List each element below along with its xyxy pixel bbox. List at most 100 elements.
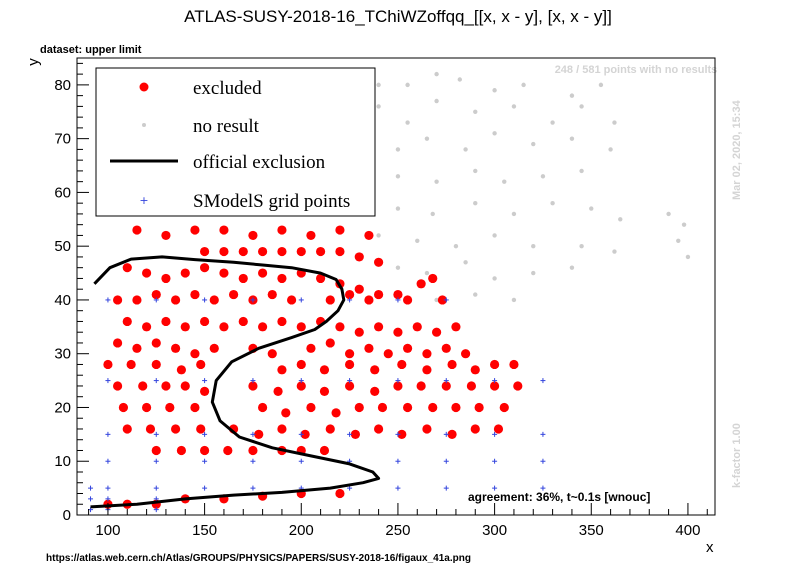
excluded-point [513,381,523,391]
axes: 100 150 200 250 300 350 400 0 10 20 30 40 50 60 70 80 [54,57,716,539]
excluded-point [223,445,233,456]
no-result-point [511,297,517,303]
no-result-point [473,292,478,297]
no-result-point [405,120,410,125]
no-result-point [579,104,584,109]
no-result-point [405,82,410,88]
excluded-point [277,273,287,284]
grid-point-cross [298,458,304,464]
excluded-point [345,349,355,359]
excluded-point [200,246,210,257]
grid-point-cross [250,485,256,491]
excluded-point [126,359,136,370]
x-tick-label: 250 [385,522,410,539]
excluded-point [196,359,206,370]
excluded-point [345,359,355,370]
excluded-point [374,257,384,267]
excluded-point [422,349,432,359]
no-result-point [376,82,381,88]
no-result-point [492,131,497,136]
x-axis-label: x [706,539,714,556]
no-result-point [376,104,381,109]
excluded-point [325,424,335,434]
excluded-point [345,381,355,391]
y-tick-label: 0 [63,507,71,524]
no-result-point [598,82,604,88]
grid-point-cross [153,378,159,384]
grid-point-cross [540,378,546,384]
excluded-point [132,225,142,235]
grid-point-cross [298,378,304,384]
grid-point-cross [347,485,353,491]
excluded-point [335,322,345,332]
excluded-point [364,295,374,305]
no-result-point [453,243,459,249]
excluded-point [316,273,326,284]
excluded-point [461,349,471,359]
grid-point-cross [347,431,353,437]
excluded-point [219,322,229,332]
dataset-label: dataset: upper limit [40,44,142,56]
excluded-point [180,268,190,278]
excluded-point [447,429,457,439]
grid-point-cross [540,458,546,464]
excluded-point [180,322,190,332]
excluded-point [335,488,345,499]
excluded-point [254,429,264,439]
excluded-point [277,424,287,434]
excluded-point [151,338,161,348]
source-url: https://atlas.web.cern.ch/Atlas/GROUPS/P… [46,553,471,564]
no-result-point [395,174,401,179]
excluded-point [374,289,384,300]
excluded-point [238,246,248,257]
excluded-point [350,429,360,439]
no-result-point [473,168,478,174]
grid-point-cross [105,485,111,491]
excluded-point [331,408,341,418]
excluded-point [499,402,509,413]
excluded-point [335,225,345,235]
grid-point-cross [443,485,449,491]
date-stamp: Mar 02, 2020, 15:34 [731,99,743,200]
excluded-point [509,359,519,370]
y-tick-label: 20 [54,399,71,416]
excluded-point [122,316,132,327]
excluded-point [229,289,239,300]
excluded-point [296,359,306,370]
excluded-point [122,424,132,434]
excluded-point [161,316,171,327]
legend-grid-points-marker: + [139,194,148,207]
excluded-point [200,316,210,327]
excluded-point [176,365,186,375]
excluded-point [238,316,248,327]
excluded-point [151,445,161,456]
no-result-point [430,211,435,217]
no-result-point [395,265,401,270]
no-result-point [540,174,546,179]
grid-point-cross [443,378,449,384]
excluded-point [118,402,128,413]
excluded-point [374,424,384,434]
no-result-point [492,276,497,281]
no-result-point [511,104,517,109]
excluded-point [325,338,335,348]
excluded-point [470,424,480,434]
excluded-point [180,381,190,391]
x-tick-label: 350 [579,522,604,539]
excluded-point [300,429,310,439]
legend: excluded no result official exclusion + … [95,67,376,217]
y-tick-label: 40 [54,292,71,309]
no-result-point [579,168,584,174]
excluded-point [354,327,364,337]
excluded-point [219,225,229,235]
excluded-point [209,343,219,353]
excluded-point [319,365,330,375]
legend-excluded-label: excluded [193,78,262,99]
no-result-point [434,71,439,77]
excluded-point [428,273,438,284]
grid-point-cross [395,297,401,303]
excluded-point [248,381,258,391]
excluded-point [296,246,306,257]
excluded-point [273,386,283,396]
excluded-point [248,230,258,241]
